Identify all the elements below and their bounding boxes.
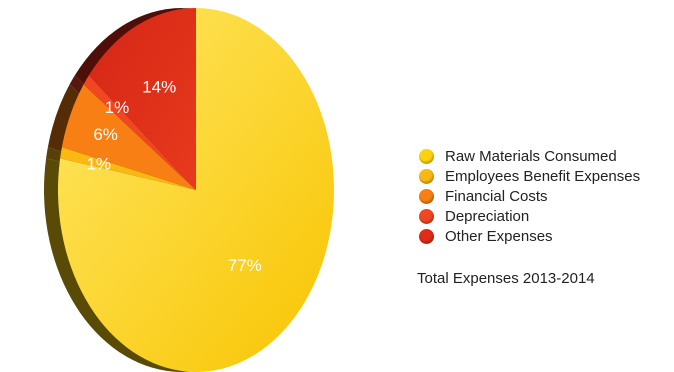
legend-swatch — [419, 149, 434, 164]
slice-value-label: 1% — [105, 98, 130, 117]
legend-label: Depreciation — [445, 208, 530, 225]
slice-value-label: 14% — [142, 78, 176, 97]
legend-swatch — [419, 209, 434, 224]
legend-label: Employees Benefit Expenses — [445, 168, 641, 185]
chart-caption: Total Expenses 2013-2014 — [417, 270, 595, 287]
pie-slice-depreciation — [83, 75, 196, 190]
legend-swatch — [419, 169, 434, 184]
slice-value-label: 6% — [93, 125, 118, 144]
pie-slice-other-expenses — [88, 8, 196, 190]
legend-label: Other Expenses — [445, 228, 553, 245]
pie-slice-employees-benefit-expenses — [60, 147, 197, 190]
legend-label: Financial Costs — [445, 188, 548, 205]
legend-item: Financial Costs — [417, 187, 640, 207]
chart-legend: Raw Materials Consumed Employees Benefit … — [417, 147, 640, 247]
pie-slice-raw-materials-consumed — [58, 8, 334, 372]
slice-value-label: 1% — [86, 155, 111, 174]
pie-slice-financial-costs — [61, 84, 197, 190]
legend-item: Raw Materials Consumed — [417, 147, 640, 167]
legend-item: Employees Benefit Expenses — [417, 167, 640, 187]
slice-value-label: 77% — [228, 256, 262, 275]
legend-item: Other Expenses — [417, 227, 640, 247]
legend-swatch — [419, 229, 434, 244]
legend-label: Raw Materials Consumed — [445, 148, 617, 165]
legend-swatch — [419, 189, 434, 204]
legend-item: Depreciation — [417, 207, 640, 227]
